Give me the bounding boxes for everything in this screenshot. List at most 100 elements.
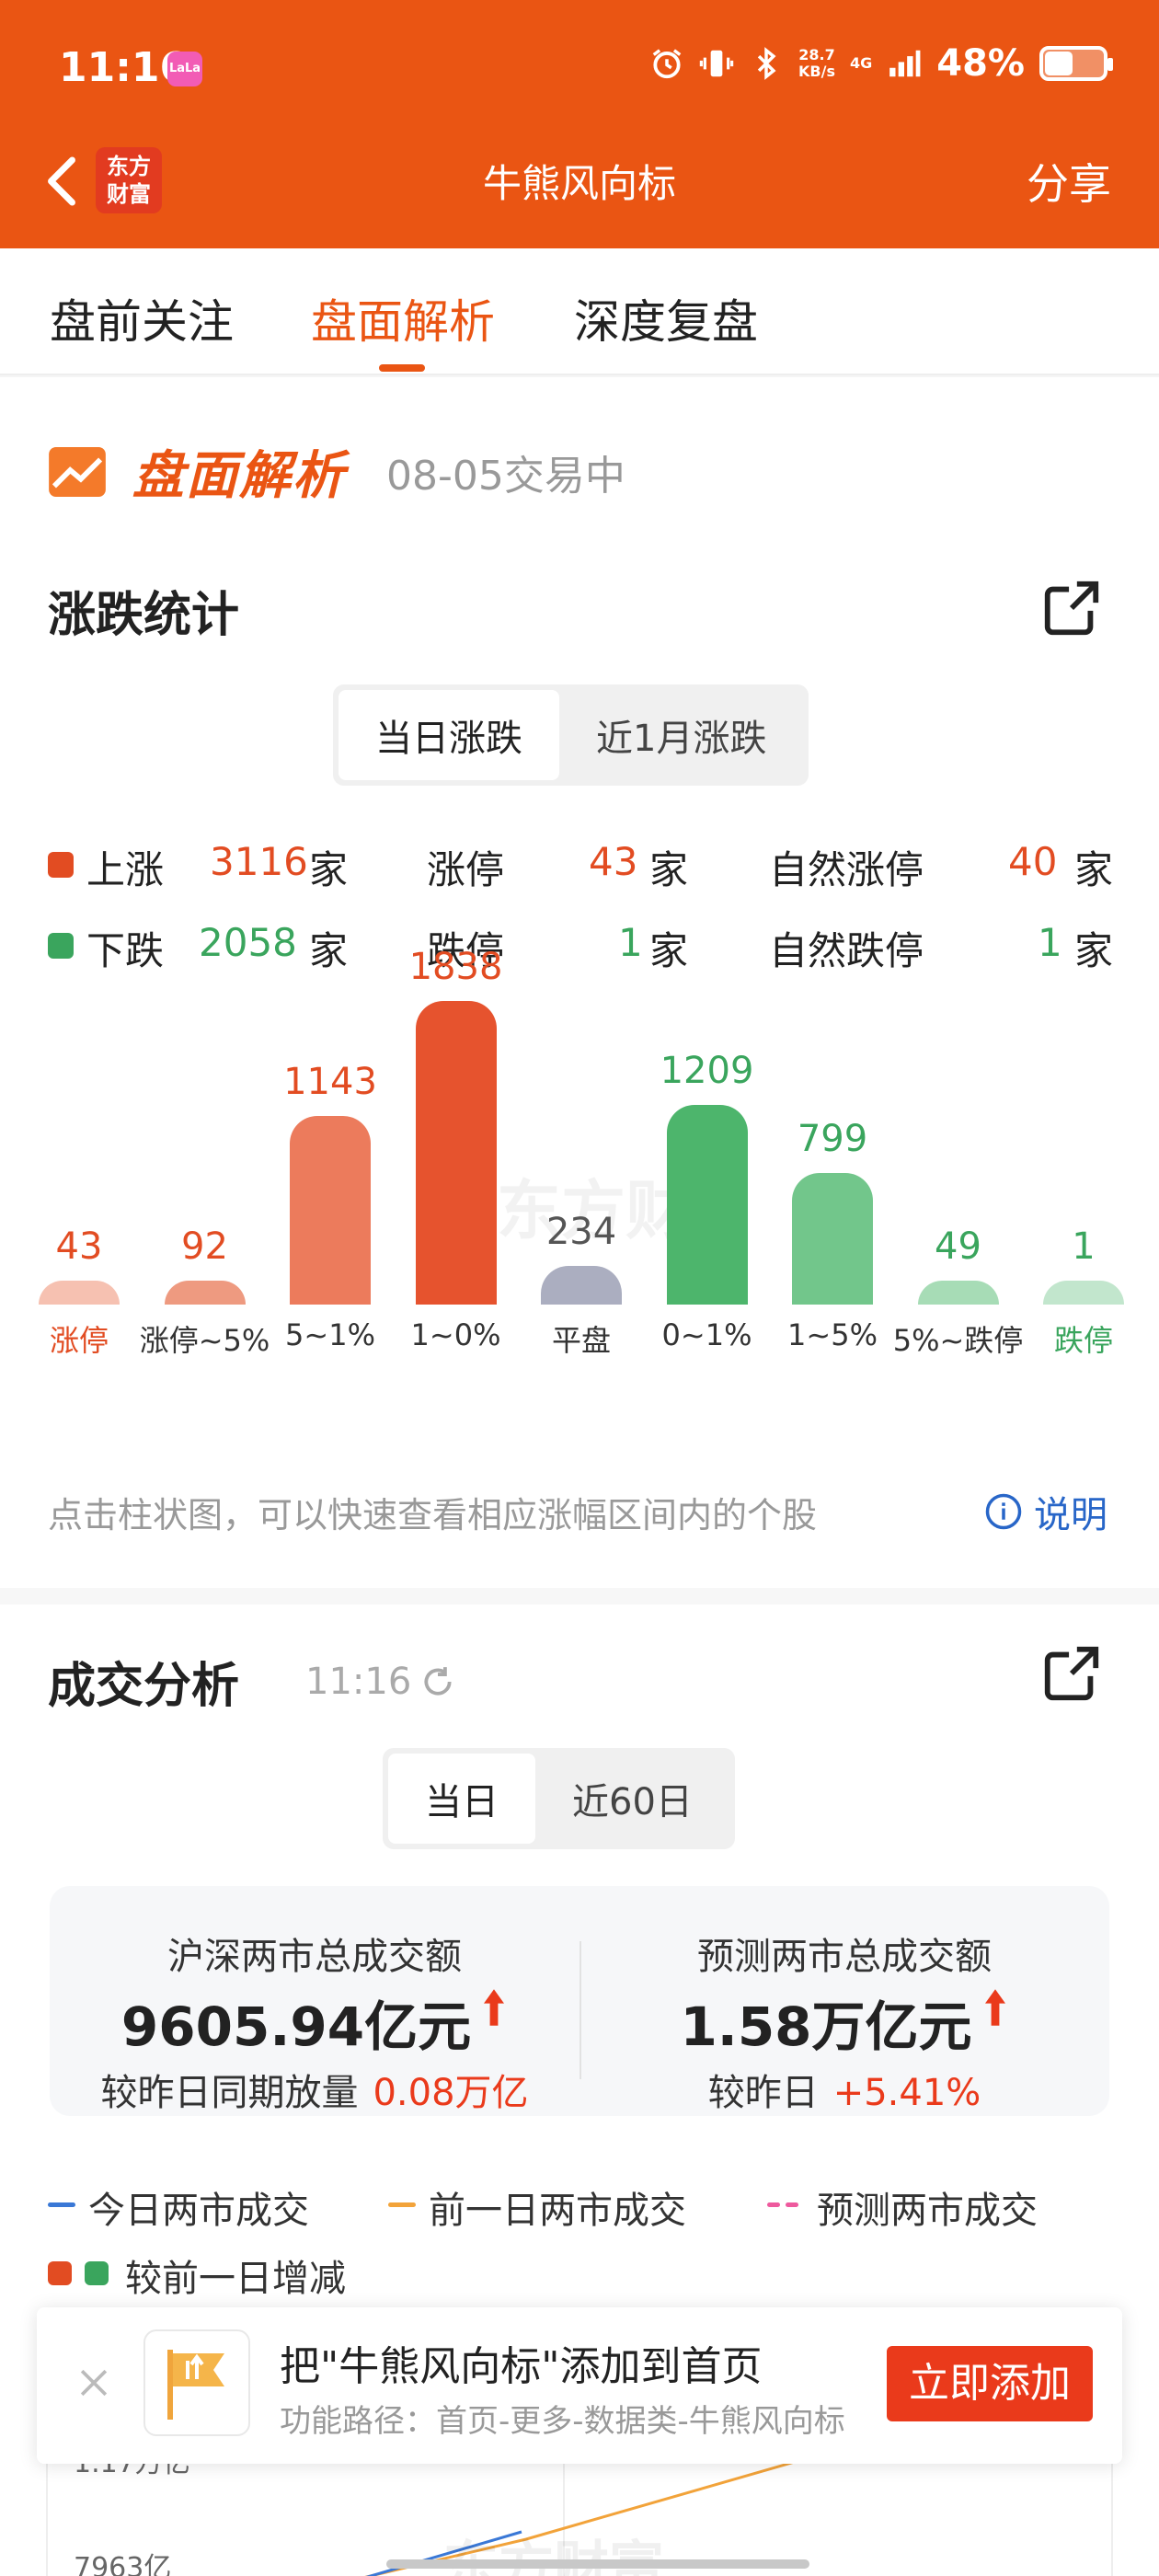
unit-label: 家 [649, 847, 689, 892]
battery-level [1045, 52, 1073, 75]
bar-value-label: 1838 [408, 946, 503, 988]
up-label: 上涨 [86, 847, 165, 892]
banner-subtitle: 功能路径：首页-更多-数据类-牛熊风向标 [280, 2403, 845, 2440]
chart-bar[interactable] [415, 1001, 497, 1305]
natural-limit-down-count: 1 [1038, 920, 1062, 965]
volume-increase: 0.08万亿 [373, 2072, 529, 2114]
legend-today: 今日两市成交 [88, 2190, 309, 2232]
chart-bar[interactable] [792, 1172, 873, 1305]
bar-category-label: 5~1% [285, 1317, 375, 1352]
bar-value-label: 1209 [660, 1049, 754, 1092]
up-count: 3116 [210, 839, 308, 884]
back-arrow-icon[interactable] [40, 155, 83, 208]
y-axis-label: 7963亿 [74, 2552, 172, 2576]
flag-icon [167, 2350, 224, 2420]
home-indicator[interactable] [386, 2559, 809, 2569]
tab-premarket[interactable]: 盘前关注 [50, 295, 234, 349]
rise-stats-row: 上涨 3116 家 涨停 43 家 自然涨停 40 家 [48, 839, 1115, 894]
distribution-bar-chart: 43 涨停 92 涨停~5% 1143 5~1% 1838 1~0% 234 平盘 1209 0~1%… [0, 946, 1159, 1389]
tab-bar: 盘前关注 盘面解析 深度复盘 [0, 248, 1159, 375]
bar-category-label: 跌停 [1053, 1323, 1113, 1358]
bar-value-label: 1143 [283, 1060, 377, 1103]
bar-value-label: 92 [181, 1225, 228, 1268]
chart-gridline [563, 2431, 565, 2576]
net-type: 4G [849, 54, 873, 72]
lala-app-icon: LaLa [167, 52, 202, 86]
banner-title: 把"牛熊风向标"添加到首页 [280, 2343, 763, 2390]
toggle-volume-60d[interactable]: 近60日 [572, 1781, 693, 1823]
volume-toggle: 当日 近60日 [383, 1748, 735, 1849]
legend-prev-line [388, 2202, 416, 2207]
toggle-today[interactable]: 当日涨跌 [339, 690, 559, 780]
unit-label: 家 [1074, 847, 1114, 892]
legend-forecast: 预测两市成交 [817, 2190, 1038, 2232]
external-link-icon[interactable] [1039, 1641, 1104, 1706]
chart-bar[interactable] [541, 1266, 622, 1305]
bluetooth-icon [757, 47, 776, 80]
unit-label: 家 [649, 928, 689, 973]
trade-date: 08-05交易中 [386, 452, 625, 500]
up-arrow-icon [984, 1989, 1005, 2026]
trend-icon [49, 446, 106, 497]
legend-green-box [85, 2261, 109, 2285]
volume-title: 成交分析 [48, 1659, 240, 1714]
forecast-volume-value: 1.58万亿元 [680, 1995, 972, 2058]
limit-down-label: 跌停 [427, 928, 505, 973]
explain-link[interactable]: 说明 [984, 1485, 1107, 1538]
rise-fall-title: 涨跌统计 [48, 588, 240, 643]
close-icon[interactable] [74, 2363, 114, 2403]
toggle-month[interactable]: 近1月涨跌 [596, 718, 767, 760]
legend-forecast-dash [786, 2202, 798, 2207]
alarm-icon [652, 49, 682, 79]
bull-bear-app-icon [143, 2329, 250, 2436]
panel-divider [580, 1941, 581, 2079]
actual-volume: 沪深两市总成交额 9605.94亿元 较昨日同期放量 0.08万亿 [100, 1936, 529, 2114]
status-icons: 28.7 KB/s 4G 48% [649, 42, 1113, 85]
bar-category-label: 涨停 [49, 1323, 109, 1358]
chart-hint: 点击柱状图，可以快速查看相应涨幅区间内的个股 [48, 1495, 818, 1535]
info-icon [985, 1493, 1022, 1530]
status-time: 11:16 [59, 44, 189, 91]
down-legend-dot [48, 933, 74, 959]
section-divider [0, 1588, 1159, 1604]
natural-limit-down-label: 自然跌停 [769, 928, 924, 973]
tab-market-analysis[interactable]: 盘面解析 [311, 295, 495, 349]
toggle-volume-today[interactable]: 当日 [388, 1754, 535, 1844]
unit-label: 家 [309, 928, 349, 973]
bar-category-label: 涨停~5% [139, 1323, 270, 1358]
legend-today-line [48, 2202, 75, 2207]
unit-label: 家 [1074, 928, 1114, 973]
battery-icon [1039, 46, 1113, 81]
legend-forecast-dash [767, 2202, 780, 2207]
volume-legend: 今日两市成交 前一日两市成交 预测两市成交 [48, 2180, 1115, 2236]
tab-deep-review[interactable]: 深度复盘 [574, 295, 758, 349]
active-tab-indicator [379, 364, 425, 372]
legend-diff: 较前一日增减 [125, 2258, 346, 2300]
down-label: 下跌 [86, 928, 165, 973]
bar-category-label: 5%~跌停 [892, 1323, 1024, 1358]
eastmoney-logo: 东方 财富 [96, 147, 162, 213]
chart-bar[interactable] [290, 1115, 371, 1305]
external-link-icon[interactable] [1039, 576, 1104, 640]
chart-bar[interactable] [917, 1281, 999, 1305]
bar-value-label: 1 [1072, 1225, 1096, 1268]
up-arrow-icon [484, 1989, 505, 2026]
bar-value-label: 49 [935, 1225, 981, 1268]
refresh-icon[interactable] [420, 1664, 455, 1699]
volume-summary-panel: 沪深两市总成交额 9605.94亿元 较昨日同期放量 0.08万亿 预测两市总成交… [50, 1886, 1109, 2116]
chart-bar[interactable] [666, 1104, 748, 1305]
share-button[interactable]: 分享 [1027, 159, 1111, 209]
natural-limit-up-count: 40 [1008, 839, 1058, 884]
chart-bar[interactable] [1043, 1281, 1124, 1305]
unit-label: 家 [309, 847, 349, 892]
chart-bar[interactable] [39, 1281, 120, 1305]
chart-bar[interactable] [164, 1281, 246, 1305]
battery-percent: 48% [936, 42, 1025, 85]
volume-legend-2: 较前一日增减 [48, 2248, 600, 2304]
down-count: 2058 [199, 920, 297, 965]
volume-update-time: 11:16 [305, 1661, 455, 1703]
watermark: 东方财富 [443, 2536, 664, 2576]
add-now-button[interactable]: 立即添加 [887, 2346, 1093, 2421]
watermark: 东方财 [497, 1173, 690, 1248]
vibrate-icon [699, 50, 734, 77]
